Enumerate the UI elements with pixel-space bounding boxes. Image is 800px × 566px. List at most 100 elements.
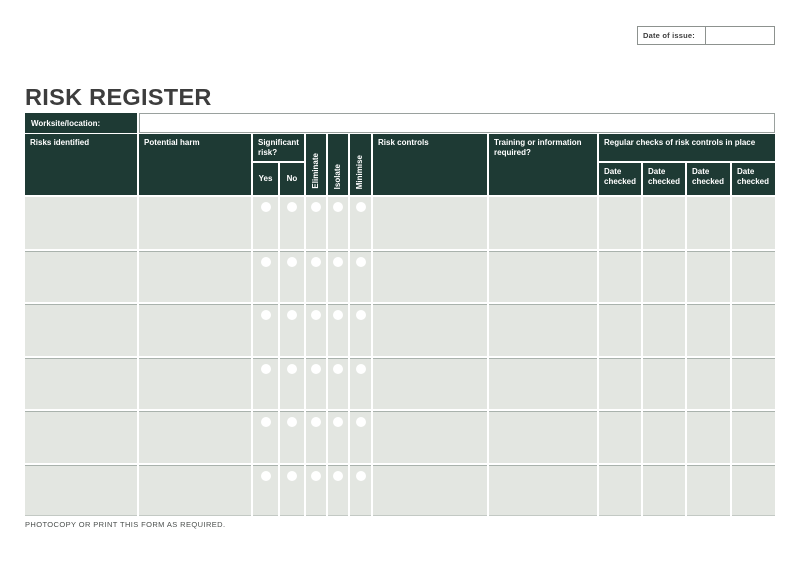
entry-cell[interactable] bbox=[489, 464, 597, 516]
radio-circle[interactable] bbox=[311, 256, 321, 267]
entry-cell[interactable] bbox=[25, 411, 137, 463]
worksite-location-field[interactable] bbox=[139, 113, 775, 133]
entry-cell[interactable] bbox=[643, 197, 685, 249]
entry-cell[interactable] bbox=[732, 464, 775, 516]
radio-circle[interactable] bbox=[333, 363, 343, 374]
entry-cell[interactable] bbox=[373, 357, 487, 409]
radio-cell[interactable] bbox=[328, 250, 348, 302]
entry-cell[interactable] bbox=[373, 250, 487, 302]
radio-circle[interactable] bbox=[333, 310, 343, 320]
entry-cell[interactable] bbox=[373, 304, 487, 356]
radio-circle[interactable] bbox=[355, 470, 366, 481]
entry-cell[interactable] bbox=[687, 464, 730, 516]
date-of-issue-field[interactable] bbox=[706, 26, 775, 45]
entry-cell[interactable] bbox=[687, 357, 730, 409]
radio-cell[interactable] bbox=[280, 411, 304, 463]
radio-cell[interactable] bbox=[328, 357, 348, 409]
radio-circle[interactable] bbox=[287, 470, 297, 481]
entry-cell[interactable] bbox=[139, 411, 251, 463]
radio-circle[interactable] bbox=[260, 363, 271, 374]
entry-cell[interactable] bbox=[25, 250, 137, 302]
radio-circle[interactable] bbox=[311, 417, 321, 427]
radio-cell[interactable] bbox=[350, 304, 371, 356]
entry-cell[interactable] bbox=[599, 197, 641, 249]
radio-cell[interactable] bbox=[280, 304, 304, 356]
entry-cell[interactable] bbox=[25, 464, 137, 516]
radio-circle[interactable] bbox=[355, 256, 366, 267]
radio-circle[interactable] bbox=[311, 470, 321, 481]
radio-circle[interactable] bbox=[355, 363, 366, 374]
entry-cell[interactable] bbox=[489, 357, 597, 409]
radio-circle[interactable] bbox=[287, 310, 297, 320]
radio-cell[interactable] bbox=[253, 411, 278, 463]
entry-cell[interactable] bbox=[373, 197, 487, 249]
radio-cell[interactable] bbox=[306, 411, 326, 463]
entry-cell[interactable] bbox=[599, 250, 641, 302]
radio-circle[interactable] bbox=[355, 310, 366, 320]
radio-cell[interactable] bbox=[328, 197, 348, 249]
radio-circle[interactable] bbox=[311, 363, 321, 374]
entry-cell[interactable] bbox=[643, 304, 685, 356]
entry-cell[interactable] bbox=[643, 357, 685, 409]
radio-cell[interactable] bbox=[328, 304, 348, 356]
entry-cell[interactable] bbox=[732, 357, 775, 409]
entry-cell[interactable] bbox=[139, 464, 251, 516]
radio-cell[interactable] bbox=[306, 250, 326, 302]
entry-cell[interactable] bbox=[599, 464, 641, 516]
entry-cell[interactable] bbox=[489, 304, 597, 356]
radio-cell[interactable] bbox=[350, 357, 371, 409]
radio-cell[interactable] bbox=[328, 464, 348, 516]
entry-cell[interactable] bbox=[139, 357, 251, 409]
radio-cell[interactable] bbox=[350, 197, 371, 249]
entry-cell[interactable] bbox=[139, 250, 251, 302]
radio-cell[interactable] bbox=[253, 357, 278, 409]
radio-circle[interactable] bbox=[260, 256, 271, 267]
entry-cell[interactable] bbox=[643, 411, 685, 463]
radio-circle[interactable] bbox=[355, 202, 366, 212]
entry-cell[interactable] bbox=[373, 411, 487, 463]
entry-cell[interactable] bbox=[489, 411, 597, 463]
radio-circle[interactable] bbox=[333, 470, 343, 481]
radio-cell[interactable] bbox=[253, 464, 278, 516]
radio-cell[interactable] bbox=[280, 464, 304, 516]
entry-cell[interactable] bbox=[687, 304, 730, 356]
radio-cell[interactable] bbox=[253, 304, 278, 356]
radio-circle[interactable] bbox=[333, 417, 343, 427]
radio-cell[interactable] bbox=[306, 464, 326, 516]
radio-circle[interactable] bbox=[287, 417, 297, 427]
radio-cell[interactable] bbox=[280, 357, 304, 409]
entry-cell[interactable] bbox=[139, 197, 251, 249]
radio-circle[interactable] bbox=[260, 470, 271, 481]
radio-cell[interactable] bbox=[253, 197, 278, 249]
radio-circle[interactable] bbox=[333, 202, 343, 212]
entry-cell[interactable] bbox=[25, 357, 137, 409]
entry-cell[interactable] bbox=[643, 464, 685, 516]
radio-circle[interactable] bbox=[311, 202, 321, 212]
entry-cell[interactable] bbox=[599, 411, 641, 463]
entry-cell[interactable] bbox=[732, 250, 775, 302]
radio-circle[interactable] bbox=[260, 202, 271, 212]
radio-circle[interactable] bbox=[260, 417, 271, 427]
radio-circle[interactable] bbox=[311, 310, 321, 320]
radio-circle[interactable] bbox=[287, 363, 297, 374]
radio-cell[interactable] bbox=[350, 464, 371, 516]
radio-cell[interactable] bbox=[350, 411, 371, 463]
radio-cell[interactable] bbox=[350, 250, 371, 302]
radio-circle[interactable] bbox=[287, 256, 297, 267]
radio-cell[interactable] bbox=[306, 304, 326, 356]
entry-cell[interactable] bbox=[643, 250, 685, 302]
entry-cell[interactable] bbox=[489, 197, 597, 249]
entry-cell[interactable] bbox=[599, 357, 641, 409]
entry-cell[interactable] bbox=[687, 197, 730, 249]
radio-circle[interactable] bbox=[287, 202, 297, 212]
entry-cell[interactable] bbox=[732, 304, 775, 356]
entry-cell[interactable] bbox=[732, 411, 775, 463]
entry-cell[interactable] bbox=[599, 304, 641, 356]
entry-cell[interactable] bbox=[25, 304, 137, 356]
entry-cell[interactable] bbox=[687, 250, 730, 302]
entry-cell[interactable] bbox=[687, 411, 730, 463]
radio-circle[interactable] bbox=[260, 310, 271, 320]
radio-cell[interactable] bbox=[280, 250, 304, 302]
radio-cell[interactable] bbox=[280, 197, 304, 249]
entry-cell[interactable] bbox=[489, 250, 597, 302]
